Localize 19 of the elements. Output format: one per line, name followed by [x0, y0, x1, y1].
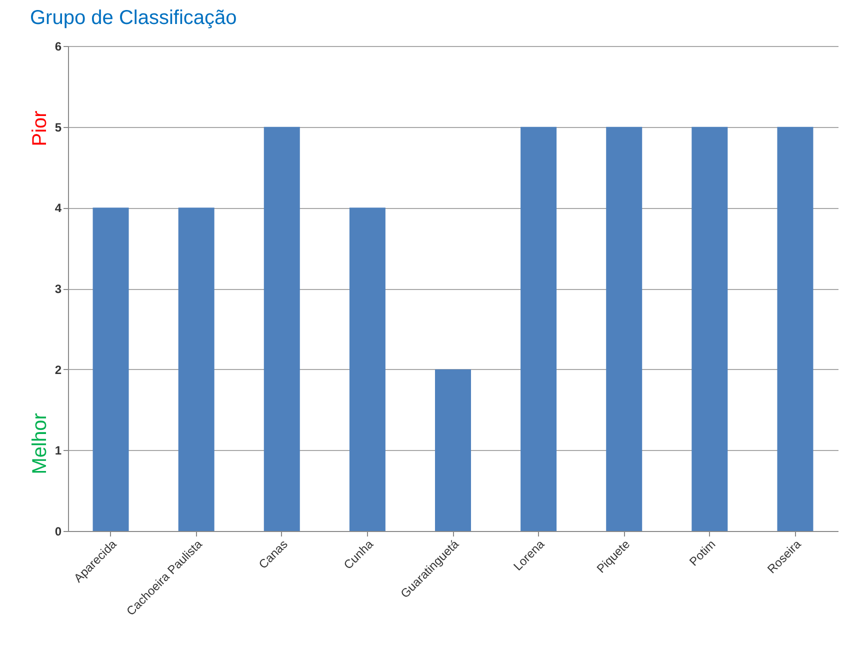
bar [92, 208, 129, 531]
bar [777, 126, 814, 531]
bar [178, 208, 214, 531]
y-tick-label: 5 [54, 120, 62, 134]
bar [606, 126, 642, 531]
chart-title: Grupo de Classificação [30, 7, 237, 29]
y-tick-label: 6 [54, 40, 62, 54]
y-tick-label: 4 [54, 201, 62, 216]
y-tick-label: 1 [54, 444, 62, 458]
y-tick-label: 0 [54, 524, 62, 538]
bar [520, 126, 557, 531]
bar [435, 369, 471, 531]
bar [349, 208, 386, 531]
bar [692, 126, 728, 531]
text: Melhor [29, 412, 51, 474]
text: Pior [29, 110, 51, 146]
y-tick-label: 2 [54, 362, 62, 377]
bar [264, 126, 300, 531]
y-tick-label: 3 [54, 282, 62, 296]
